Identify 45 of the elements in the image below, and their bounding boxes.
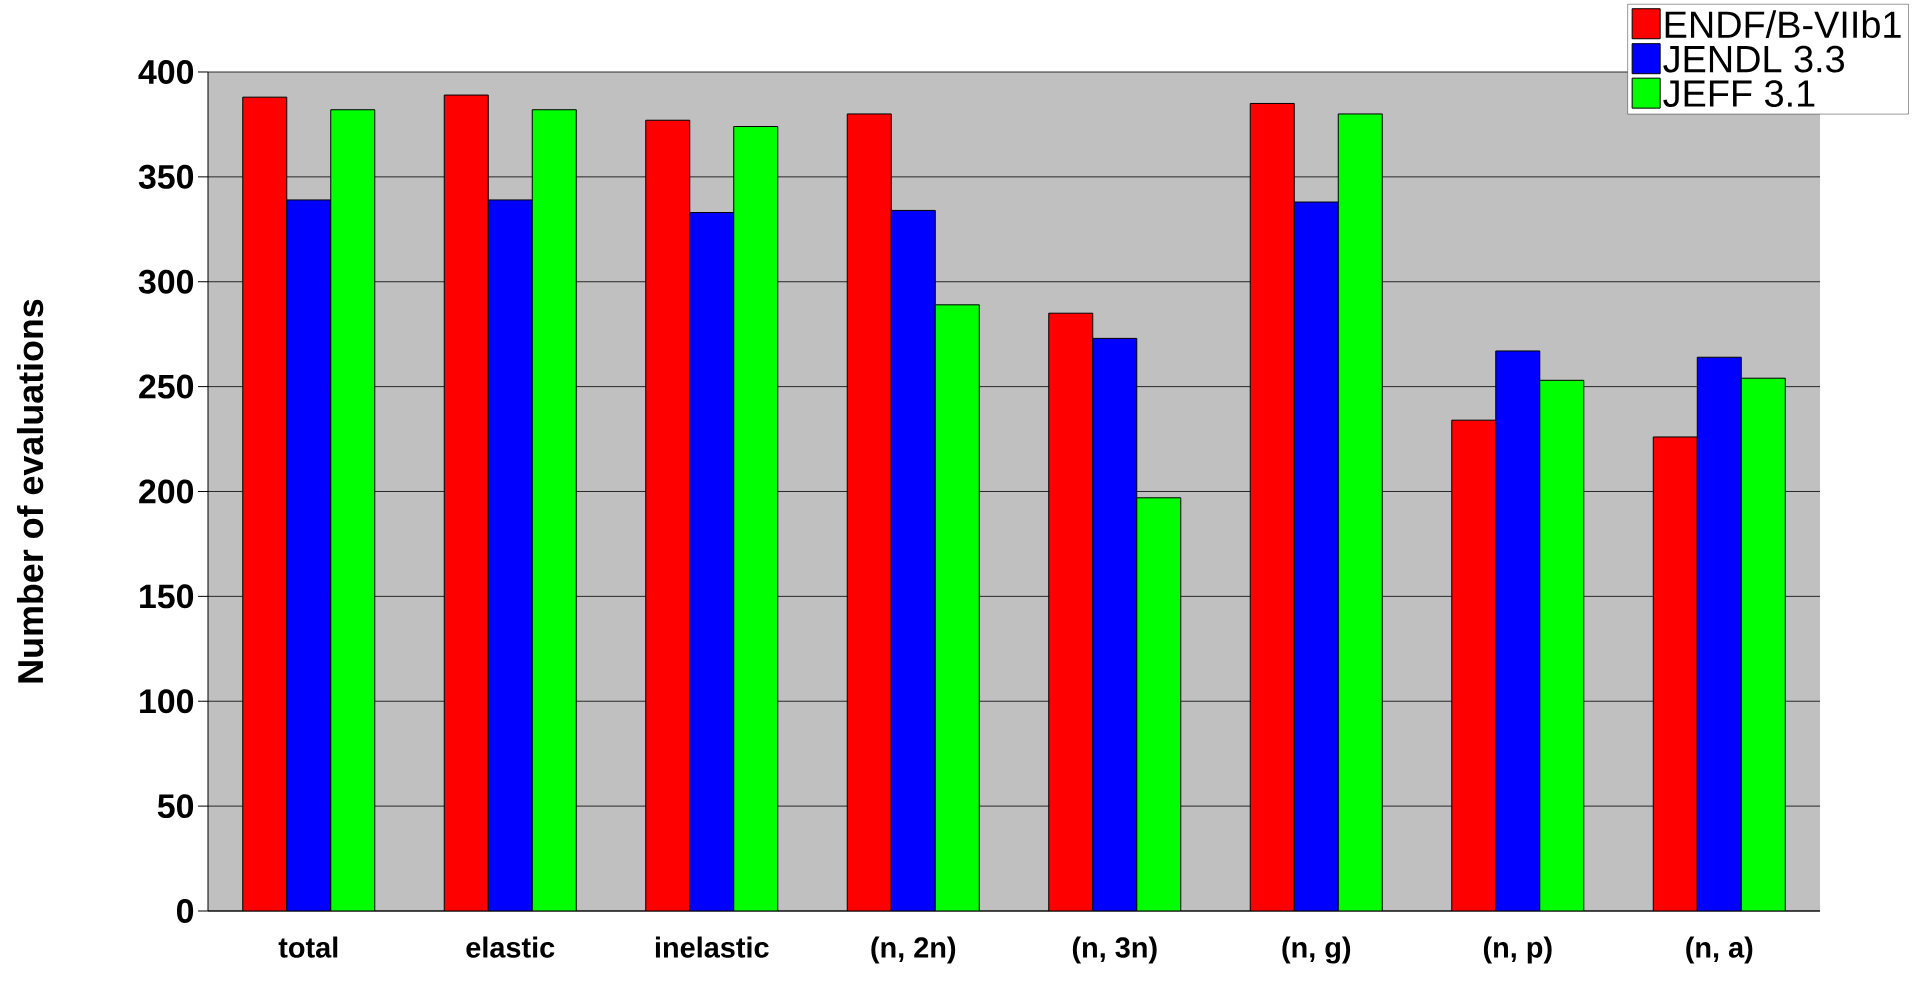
x-tick-label: (n, a)	[1686, 936, 1753, 964]
bar	[689, 212, 735, 911]
x-tick-label: (n, 2n)	[871, 936, 956, 964]
bar	[1539, 379, 1585, 911]
bar	[1249, 102, 1295, 911]
bar	[733, 126, 779, 911]
bar	[1652, 436, 1698, 911]
bar	[1048, 312, 1094, 911]
x-tick-label: inelastic	[655, 936, 769, 958]
bar	[443, 94, 489, 911]
x-tick-label: total	[278, 936, 338, 958]
bar	[934, 304, 980, 911]
bar	[890, 209, 936, 911]
legend-label: JEFF 3.1	[1663, 80, 1815, 107]
bar	[846, 113, 892, 911]
y-tick-label: 350	[138, 164, 194, 189]
bar	[1092, 337, 1138, 911]
bar	[1451, 419, 1497, 911]
bar	[242, 96, 288, 911]
x-tick-label: elastic	[466, 936, 555, 958]
y-axis-title: Number of evaluations	[16, 299, 44, 683]
y-tick-label: 0	[176, 899, 194, 923]
y-tick-label: 50	[157, 794, 194, 819]
bar	[487, 199, 533, 911]
y-tick-label: 400	[138, 59, 194, 84]
bar	[1293, 201, 1339, 911]
x-tick-label: (n, 3n)	[1072, 936, 1157, 964]
y-tick-label: 100	[140, 689, 194, 714]
x-tick-label: (n, p)	[1483, 936, 1552, 964]
bar	[531, 109, 577, 911]
y-tick-label: 200	[139, 479, 194, 504]
bar	[1495, 350, 1541, 911]
y-tick-label: 150	[140, 584, 194, 609]
bar	[645, 119, 691, 911]
bar	[1136, 497, 1182, 911]
bar	[1740, 377, 1786, 911]
y-tick-label: 300	[138, 269, 194, 294]
legend-label: JENDL 3.3	[1663, 45, 1844, 73]
bar	[1696, 356, 1742, 911]
bar	[330, 109, 376, 911]
y-tick-label: 250	[139, 374, 194, 399]
legend-label: ENDF/B-VIIb1	[1665, 10, 1901, 39]
bar	[1337, 113, 1383, 911]
x-tick-label: (n, g)	[1282, 936, 1351, 964]
bar	[286, 199, 332, 911]
